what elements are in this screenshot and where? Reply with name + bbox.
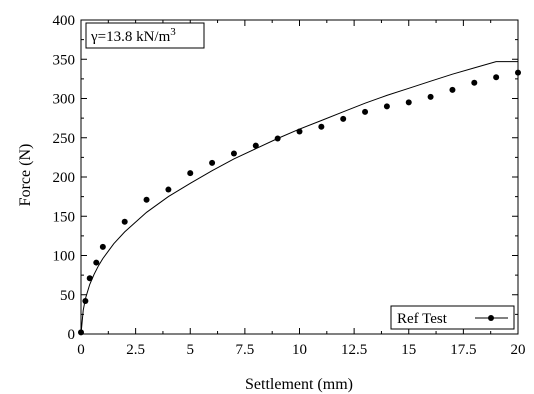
data-point [93, 259, 100, 266]
x-tick-label: 7.5 [236, 342, 255, 358]
x-tick-label: 2.5 [126, 342, 145, 358]
data-point [405, 99, 412, 106]
y-tick-label: 0 [68, 327, 76, 343]
fit-curve-path [80, 61, 518, 335]
y-tick-label: 50 [60, 288, 75, 304]
data-point [121, 218, 128, 225]
data-point [296, 128, 303, 135]
annotation-value: =13.8 kN/m [98, 29, 171, 45]
plot-frame [80, 19, 519, 335]
data-point [318, 123, 325, 130]
x-tick-label: 5 [187, 342, 195, 358]
x-axis-title: Settlement (mm) [245, 376, 353, 393]
axis-ticks [80, 19, 519, 335]
data-point [78, 329, 84, 336]
legend-frame [390, 305, 515, 330]
x-tick-label: 12.5 [341, 342, 367, 358]
x-tick-label: 17.5 [450, 342, 476, 358]
y-tick-label: 350 [53, 52, 76, 68]
data-point [187, 170, 194, 177]
y-tick-label: 300 [53, 92, 76, 108]
data-point [383, 103, 390, 110]
x-tick-label: 15 [401, 342, 416, 358]
data-point [209, 159, 216, 166]
data-point [274, 135, 281, 142]
y-tick-label: 100 [53, 249, 76, 265]
x-tick-label: 20 [511, 342, 526, 358]
y-axis-title: Force (N) [17, 144, 34, 207]
data-point [493, 74, 500, 81]
data-point [362, 108, 369, 115]
data-point [143, 196, 150, 203]
annotation-frame [85, 22, 205, 49]
y-tick-label: 200 [53, 170, 76, 186]
data-point [449, 86, 456, 93]
legend-label: Ref Test [397, 311, 448, 327]
y-tick-label: 150 [53, 209, 76, 225]
data-point [230, 150, 237, 157]
annotation-text: γ=13.8 kN/m3 [90, 26, 176, 45]
data-point [86, 275, 93, 282]
annotation-box: γ=13.8 kN/m3 [85, 22, 205, 49]
x-tick-label: 0 [77, 342, 85, 358]
y-tick-label: 400 [53, 13, 76, 29]
data-points [78, 69, 521, 336]
data-point [340, 115, 347, 122]
x-tick-label: 10 [292, 342, 307, 358]
data-point [165, 186, 172, 193]
data-point [427, 93, 434, 100]
data-point [515, 69, 521, 76]
y-tick-label: 250 [53, 131, 76, 147]
data-point [99, 243, 106, 250]
fit-curve [80, 61, 518, 335]
annotation-gamma: γ [90, 29, 98, 45]
data-point [252, 142, 259, 149]
x-tick-labels: 0 2.5 5 7.5 10 12.5 15 17.5 20 [77, 342, 525, 358]
data-point [471, 79, 478, 86]
y-tick-labels: 0 50 100 150 200 250 300 350 400 [53, 13, 76, 343]
data-point [82, 298, 89, 305]
plot-area-frame [80, 19, 519, 335]
legend: Ref Test [390, 305, 515, 330]
annotation-superscript: 3 [170, 26, 176, 38]
legend-marker [488, 315, 494, 321]
